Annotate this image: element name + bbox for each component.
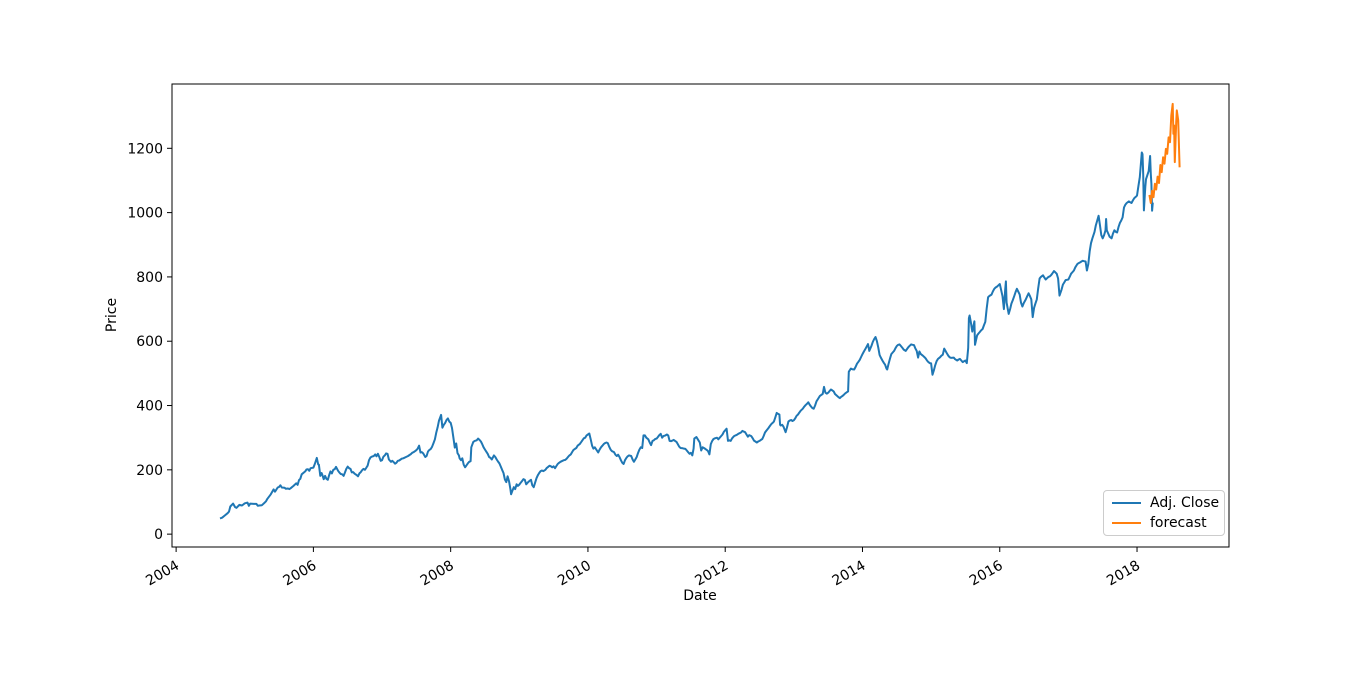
- legend-label-adj-close: Adj. Close: [1150, 495, 1220, 512]
- x-tick-label: 2016: [967, 558, 1006, 590]
- x-tick-label: 2004: [143, 558, 182, 590]
- plot-spines: [171, 83, 1230, 548]
- forecast-line-swatch: [1112, 521, 1141, 524]
- legend-label-forecast: forecast: [1150, 514, 1207, 531]
- series-line-forecast: [1148, 102, 1181, 204]
- y-tick-label: 800: [136, 270, 163, 286]
- y-tick-label: 1000: [127, 206, 163, 222]
- adj-close-line-swatch: [1112, 502, 1141, 505]
- x-tick-label: 2006: [281, 558, 320, 590]
- x-tick-label: 2012: [692, 558, 731, 590]
- legend: Adj. Close forecast: [1103, 490, 1225, 536]
- x-tick-label: 2014: [830, 558, 869, 590]
- x-axis-label: Date: [683, 588, 717, 604]
- y-tick-label: 1200: [127, 141, 163, 157]
- y-tick-label: 400: [136, 399, 163, 415]
- x-tick-label: 2018: [1104, 558, 1143, 590]
- legend-entry-forecast: forecast: [1112, 514, 1216, 532]
- legend-entry-adj-close: Adj. Close: [1112, 494, 1220, 512]
- y-tick-label: 600: [136, 334, 163, 350]
- series-group: [219, 102, 1181, 520]
- y-tick-label: 0: [154, 527, 163, 543]
- y-tick-label: 200: [136, 463, 163, 479]
- x-tick-label: 2010: [555, 558, 594, 590]
- series-line-adj-close: [219, 151, 1154, 520]
- x-tick-label: 2008: [418, 558, 457, 590]
- y-axis-label: Price: [104, 297, 120, 333]
